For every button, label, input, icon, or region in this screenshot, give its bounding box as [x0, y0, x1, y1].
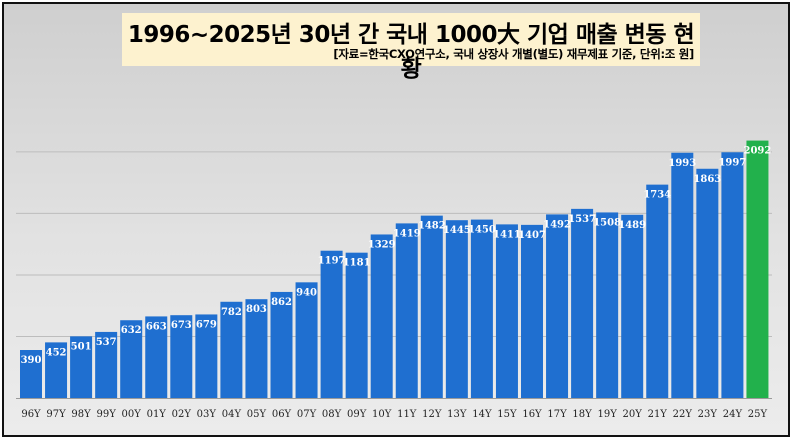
chart-title: 1996~2025년 30년 간 국내 1000大 기업 매출 변동 현황	[127, 22, 695, 82]
bar-22Y	[671, 152, 694, 398]
bar-value-label: 501	[71, 341, 92, 352]
x-tick-label: 11Y	[397, 409, 417, 420]
x-tick-label: 24Y	[723, 409, 743, 420]
bar-05Y	[245, 299, 268, 398]
bar-value-label: 1997	[718, 157, 746, 168]
bar-value-label: 1508	[593, 217, 621, 228]
x-tick-label: 16Y	[522, 409, 542, 420]
x-tick-label: 25Y	[748, 409, 768, 420]
bar-value-label: 1181	[343, 258, 371, 269]
x-tick-label: 15Y	[497, 409, 517, 420]
bar-02Y	[170, 315, 193, 398]
x-tick-label: 04Y	[222, 409, 242, 420]
bar-value-label: 663	[146, 321, 167, 332]
bar-14Y	[470, 219, 493, 398]
bar-value-label: 1993	[668, 158, 696, 169]
x-tick-label: 13Y	[447, 409, 467, 420]
bar-value-label: 1482	[418, 221, 446, 232]
x-tick-label: 14Y	[472, 409, 492, 420]
bar-25Y	[746, 140, 769, 398]
bar-value-label: 1419	[393, 228, 421, 239]
bar-11Y	[395, 223, 418, 398]
bar-value-label: 782	[221, 307, 242, 318]
bar-12Y	[420, 215, 443, 398]
bar-13Y	[445, 220, 468, 398]
x-tick-label: 06Y	[272, 409, 292, 420]
x-tick-label: 18Y	[572, 409, 592, 420]
bar-08Y	[320, 250, 343, 398]
x-tick-label: 97Y	[46, 409, 66, 420]
bar-03Y	[195, 314, 218, 398]
bar-98Y	[70, 336, 93, 398]
x-tick-label: 22Y	[673, 409, 693, 420]
bar-value-label: 1197	[318, 256, 346, 267]
x-tick-label: 09Y	[347, 409, 367, 420]
bar-value-label: 1492	[543, 219, 571, 230]
bar-value-label: 673	[171, 320, 192, 331]
bar-value-label: 1734	[643, 190, 671, 201]
bar-24Y	[721, 152, 744, 398]
bar-20Y	[621, 214, 644, 398]
x-tick-label: 10Y	[372, 409, 392, 420]
bar-01Y	[145, 316, 168, 398]
title-box: 1996~2025년 30년 간 국내 1000大 기업 매출 변동 현황 [자…	[122, 13, 700, 82]
bar-value-label: 1537	[568, 214, 596, 225]
bar-value-label: 390	[21, 355, 42, 366]
bar-value-label: 1450	[468, 225, 496, 236]
bar-value-label: 1407	[518, 230, 546, 241]
bar-97Y	[45, 342, 68, 398]
x-tick-label: 08Y	[322, 409, 342, 420]
bar-09Y	[345, 252, 368, 398]
bar-04Y	[220, 301, 243, 398]
bar-value-label: 679	[196, 319, 217, 330]
bar-18Y	[571, 208, 594, 398]
bar-21Y	[646, 184, 669, 398]
bar-06Y	[270, 291, 293, 398]
x-tick-label: 20Y	[623, 409, 643, 420]
bar-99Y	[95, 331, 118, 398]
bar-value-label: 803	[246, 304, 267, 315]
bar-19Y	[596, 212, 619, 398]
bar-value-label: 1445	[443, 225, 471, 236]
bar-value-label: 1329	[368, 239, 396, 250]
bar-96Y	[20, 350, 42, 398]
bar-value-label: 1863	[693, 174, 721, 185]
bar-17Y	[546, 214, 569, 398]
bar-15Y	[495, 224, 518, 398]
bar-value-label: 1489	[618, 220, 646, 231]
x-tick-label: 02Y	[172, 409, 192, 420]
bar-value-label: 2092	[744, 146, 772, 157]
x-tick-label: 17Y	[547, 409, 567, 420]
x-tick-label: 23Y	[698, 409, 718, 420]
bar-value-label: 940	[296, 287, 317, 298]
x-tick-label: 07Y	[297, 409, 317, 420]
x-tick-label: 19Y	[597, 409, 617, 420]
x-tick-label: 96Y	[21, 409, 41, 420]
bar-00Y	[120, 320, 143, 398]
x-tick-label: 05Y	[247, 409, 267, 420]
bar-value-label: 452	[46, 347, 67, 358]
bar-10Y	[370, 234, 393, 398]
x-tick-label: 12Y	[422, 409, 442, 420]
bar-value-label: 632	[121, 325, 142, 336]
bar-value-label: 862	[271, 297, 292, 308]
bar-07Y	[295, 282, 318, 398]
x-tick-label: 98Y	[71, 409, 91, 420]
bar-value-label: 537	[96, 337, 117, 348]
bar-value-label: 1411	[493, 229, 521, 240]
x-tick-label: 03Y	[197, 409, 217, 420]
bar-16Y	[521, 224, 543, 398]
x-tick-label: 00Y	[122, 409, 142, 420]
x-tick-label: 21Y	[648, 409, 668, 420]
chart-subtitle: [자료=한국CXO연구소, 국내 상장사 개별(별도) 재무제표 기준, 단위:…	[333, 47, 694, 61]
x-tick-label: 01Y	[147, 409, 167, 420]
x-tick-label: 99Y	[96, 409, 116, 420]
bar-23Y	[696, 168, 719, 398]
